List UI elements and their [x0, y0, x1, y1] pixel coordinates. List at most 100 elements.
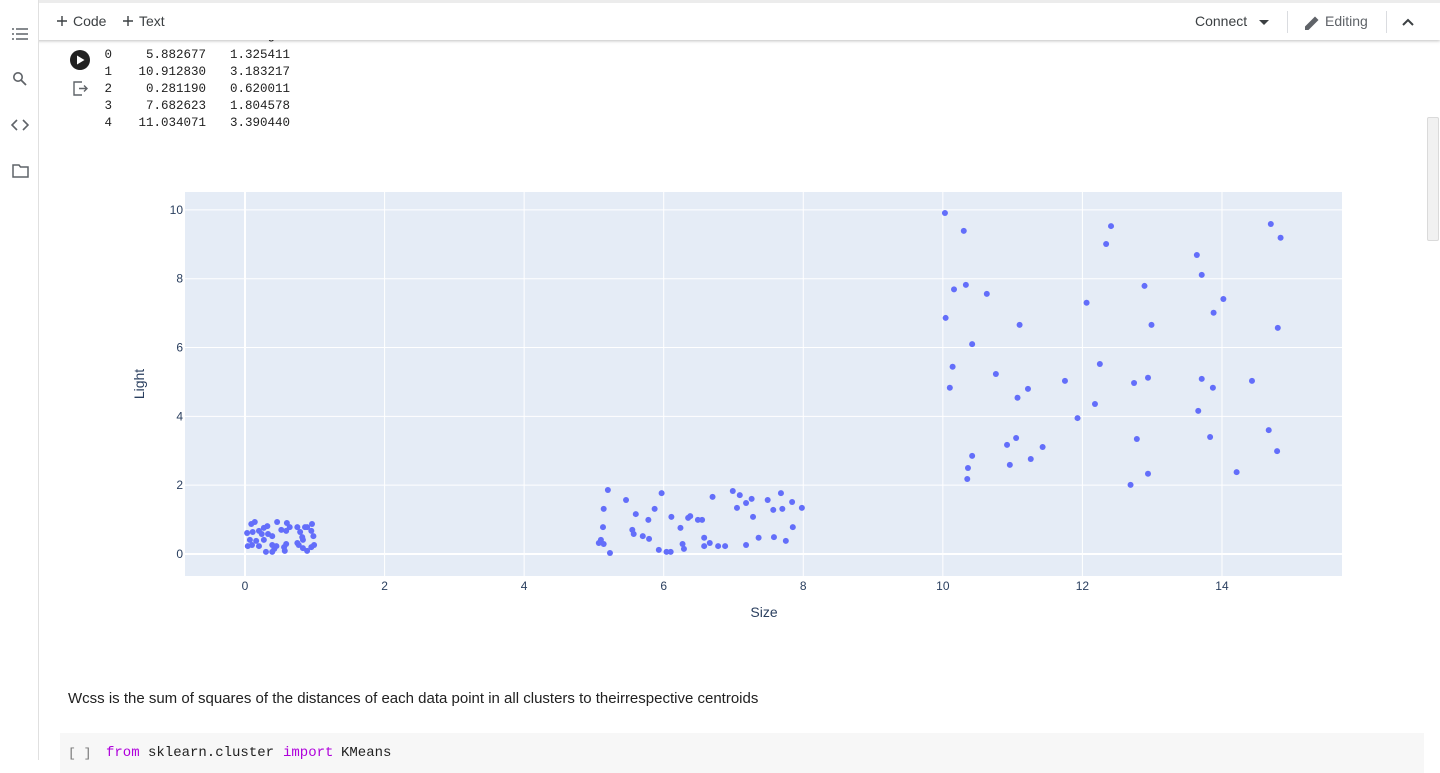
data-point — [294, 539, 301, 546]
data-point — [680, 545, 687, 552]
collapse-icon[interactable] — [1402, 17, 1414, 26]
data-point — [941, 209, 948, 216]
data-point — [651, 505, 658, 512]
data-point — [645, 516, 652, 523]
search-icon[interactable] — [12, 71, 28, 87]
divider — [1386, 11, 1387, 33]
toc-icon[interactable] — [12, 27, 28, 41]
data-point — [1210, 309, 1217, 316]
connect-button[interactable]: Connect — [1195, 13, 1248, 29]
data-point — [308, 527, 315, 534]
cell-value: 10.912830 — [138, 65, 206, 79]
data-point — [1193, 251, 1200, 258]
editing-status[interactable]: Editing — [1325, 13, 1368, 29]
data-point — [1004, 441, 1011, 448]
add-text-button[interactable]: Text — [139, 13, 165, 29]
dropdown-icon[interactable] — [1258, 19, 1270, 27]
data-point — [701, 543, 708, 550]
y-tick-label: 4 — [176, 409, 183, 423]
data-point — [951, 286, 958, 293]
data-point — [949, 363, 956, 370]
data-point — [258, 531, 265, 538]
data-point — [779, 505, 786, 512]
data-point — [1024, 385, 1031, 392]
y-axis-title: Light — [131, 369, 147, 399]
cell-value: 1.325411 — [229, 48, 290, 62]
data-point — [770, 506, 777, 513]
code-module: sklearn.cluster — [148, 745, 275, 761]
cell-value: 5.882677 — [145, 48, 206, 62]
cell-value: 0.281190 — [145, 82, 206, 96]
data-point — [304, 547, 311, 554]
x-tick-label: 12 — [1076, 579, 1090, 593]
data-point — [655, 546, 662, 553]
data-point — [964, 464, 971, 471]
data-point — [755, 534, 762, 541]
cell-value: 11.034071 — [138, 116, 206, 130]
data-point — [1233, 469, 1240, 476]
data-point — [782, 537, 789, 544]
data-point — [595, 539, 602, 546]
data-point — [942, 314, 949, 321]
data-point — [639, 533, 646, 540]
cell-value: 0.620011 — [229, 82, 290, 96]
x-tick-label: 6 — [660, 579, 667, 593]
data-point — [677, 524, 684, 531]
data-point — [736, 492, 743, 499]
files-icon[interactable] — [12, 164, 29, 178]
y-tick-label: 10 — [170, 203, 184, 217]
data-point — [260, 536, 267, 543]
data-point — [1195, 407, 1202, 414]
data-point — [777, 490, 784, 497]
data-point — [969, 452, 976, 459]
data-point — [1267, 221, 1274, 227]
data-point — [604, 486, 611, 493]
data-point — [286, 524, 293, 531]
data-point — [964, 475, 971, 482]
data-point — [283, 527, 290, 534]
data-point — [770, 534, 777, 541]
plot-area — [185, 192, 1342, 576]
data-point — [1014, 394, 1021, 401]
x-tick-label: 8 — [800, 579, 807, 593]
plus-icon — [123, 16, 133, 26]
add-code-button[interactable]: Code — [73, 13, 107, 29]
data-point — [249, 528, 256, 535]
data-point — [1220, 296, 1227, 303]
data-point — [798, 504, 805, 511]
text-cell: Wcss is the sum of squares of the distan… — [68, 690, 759, 707]
data-point — [248, 542, 255, 549]
data-point — [1145, 470, 1152, 477]
data-point — [630, 531, 637, 538]
dataframe-output: SizeLight05.8826771.325411110.9128303.18… — [100, 26, 300, 136]
code-icon[interactable] — [11, 119, 29, 131]
code-cell[interactable]: [ ] from sklearn.cluster import KMeans — [60, 733, 1424, 773]
data-point — [283, 541, 290, 547]
data-point — [253, 537, 260, 544]
x-axis-title: Size — [750, 604, 777, 620]
output-icon[interactable] — [73, 81, 89, 96]
data-point — [299, 536, 306, 543]
data-point — [1096, 361, 1103, 368]
data-point — [1145, 374, 1152, 381]
x-tick-label: 2 — [381, 579, 388, 593]
data-point — [743, 542, 750, 549]
scrollbar[interactable] — [1427, 117, 1439, 241]
data-point — [706, 539, 713, 546]
data-point — [600, 505, 607, 512]
data-point — [729, 488, 736, 495]
y-tick-label: 6 — [176, 341, 183, 355]
data-point — [764, 496, 771, 503]
data-point — [694, 516, 701, 523]
data-point — [789, 499, 796, 506]
data-point — [1091, 400, 1098, 407]
cell-value: 3.390440 — [229, 116, 290, 130]
data-point — [269, 533, 276, 540]
run-button[interactable] — [69, 49, 91, 71]
y-tick-label: 8 — [176, 272, 183, 286]
row-index: 0 — [104, 48, 112, 62]
data-point — [1013, 435, 1020, 442]
data-point — [1131, 379, 1138, 386]
data-point — [715, 543, 722, 550]
